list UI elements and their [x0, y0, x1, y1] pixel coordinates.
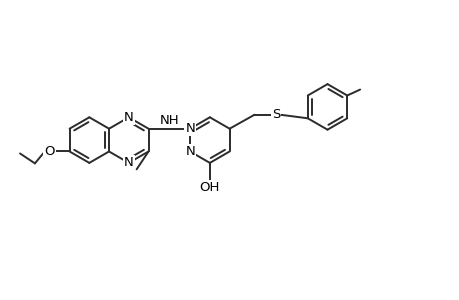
Text: OH: OH — [199, 181, 219, 194]
Text: O: O — [45, 145, 55, 158]
Text: S: S — [271, 108, 280, 121]
Text: N: N — [123, 111, 134, 124]
Text: N: N — [185, 145, 195, 158]
Text: NH: NH — [159, 114, 179, 127]
Text: N: N — [123, 156, 134, 170]
Text: N: N — [185, 122, 195, 135]
